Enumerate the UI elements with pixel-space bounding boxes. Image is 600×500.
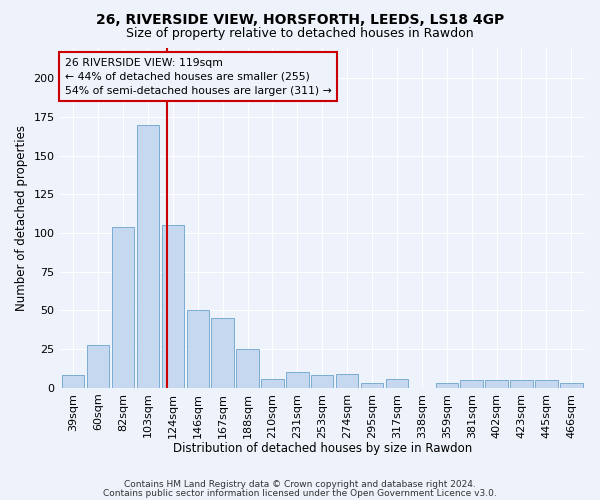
Bar [436,383,458,388]
Bar [510,380,533,388]
Bar [211,318,234,388]
Bar [62,376,85,388]
Text: Contains HM Land Registry data © Crown copyright and database right 2024.: Contains HM Land Registry data © Crown c… [124,480,476,489]
Text: 26 RIVERSIDE VIEW: 119sqm
← 44% of detached houses are smaller (255)
54% of semi: 26 RIVERSIDE VIEW: 119sqm ← 44% of detac… [65,58,332,96]
Bar [361,383,383,388]
Bar [137,125,159,388]
Bar [161,226,184,388]
Bar [460,380,483,388]
Bar [336,374,358,388]
Text: 26, RIVERSIDE VIEW, HORSFORTH, LEEDS, LS18 4GP: 26, RIVERSIDE VIEW, HORSFORTH, LEEDS, LS… [96,12,504,26]
Bar [286,372,308,388]
Bar [187,310,209,388]
Bar [261,378,284,388]
Bar [311,376,334,388]
Bar [386,378,408,388]
Y-axis label: Number of detached properties: Number of detached properties [15,124,28,310]
X-axis label: Distribution of detached houses by size in Rawdon: Distribution of detached houses by size … [173,442,472,455]
Bar [112,227,134,388]
Bar [87,344,109,388]
Bar [560,383,583,388]
Bar [535,380,557,388]
Bar [485,380,508,388]
Text: Contains public sector information licensed under the Open Government Licence v3: Contains public sector information licen… [103,488,497,498]
Bar [236,349,259,388]
Text: Size of property relative to detached houses in Rawdon: Size of property relative to detached ho… [126,28,474,40]
